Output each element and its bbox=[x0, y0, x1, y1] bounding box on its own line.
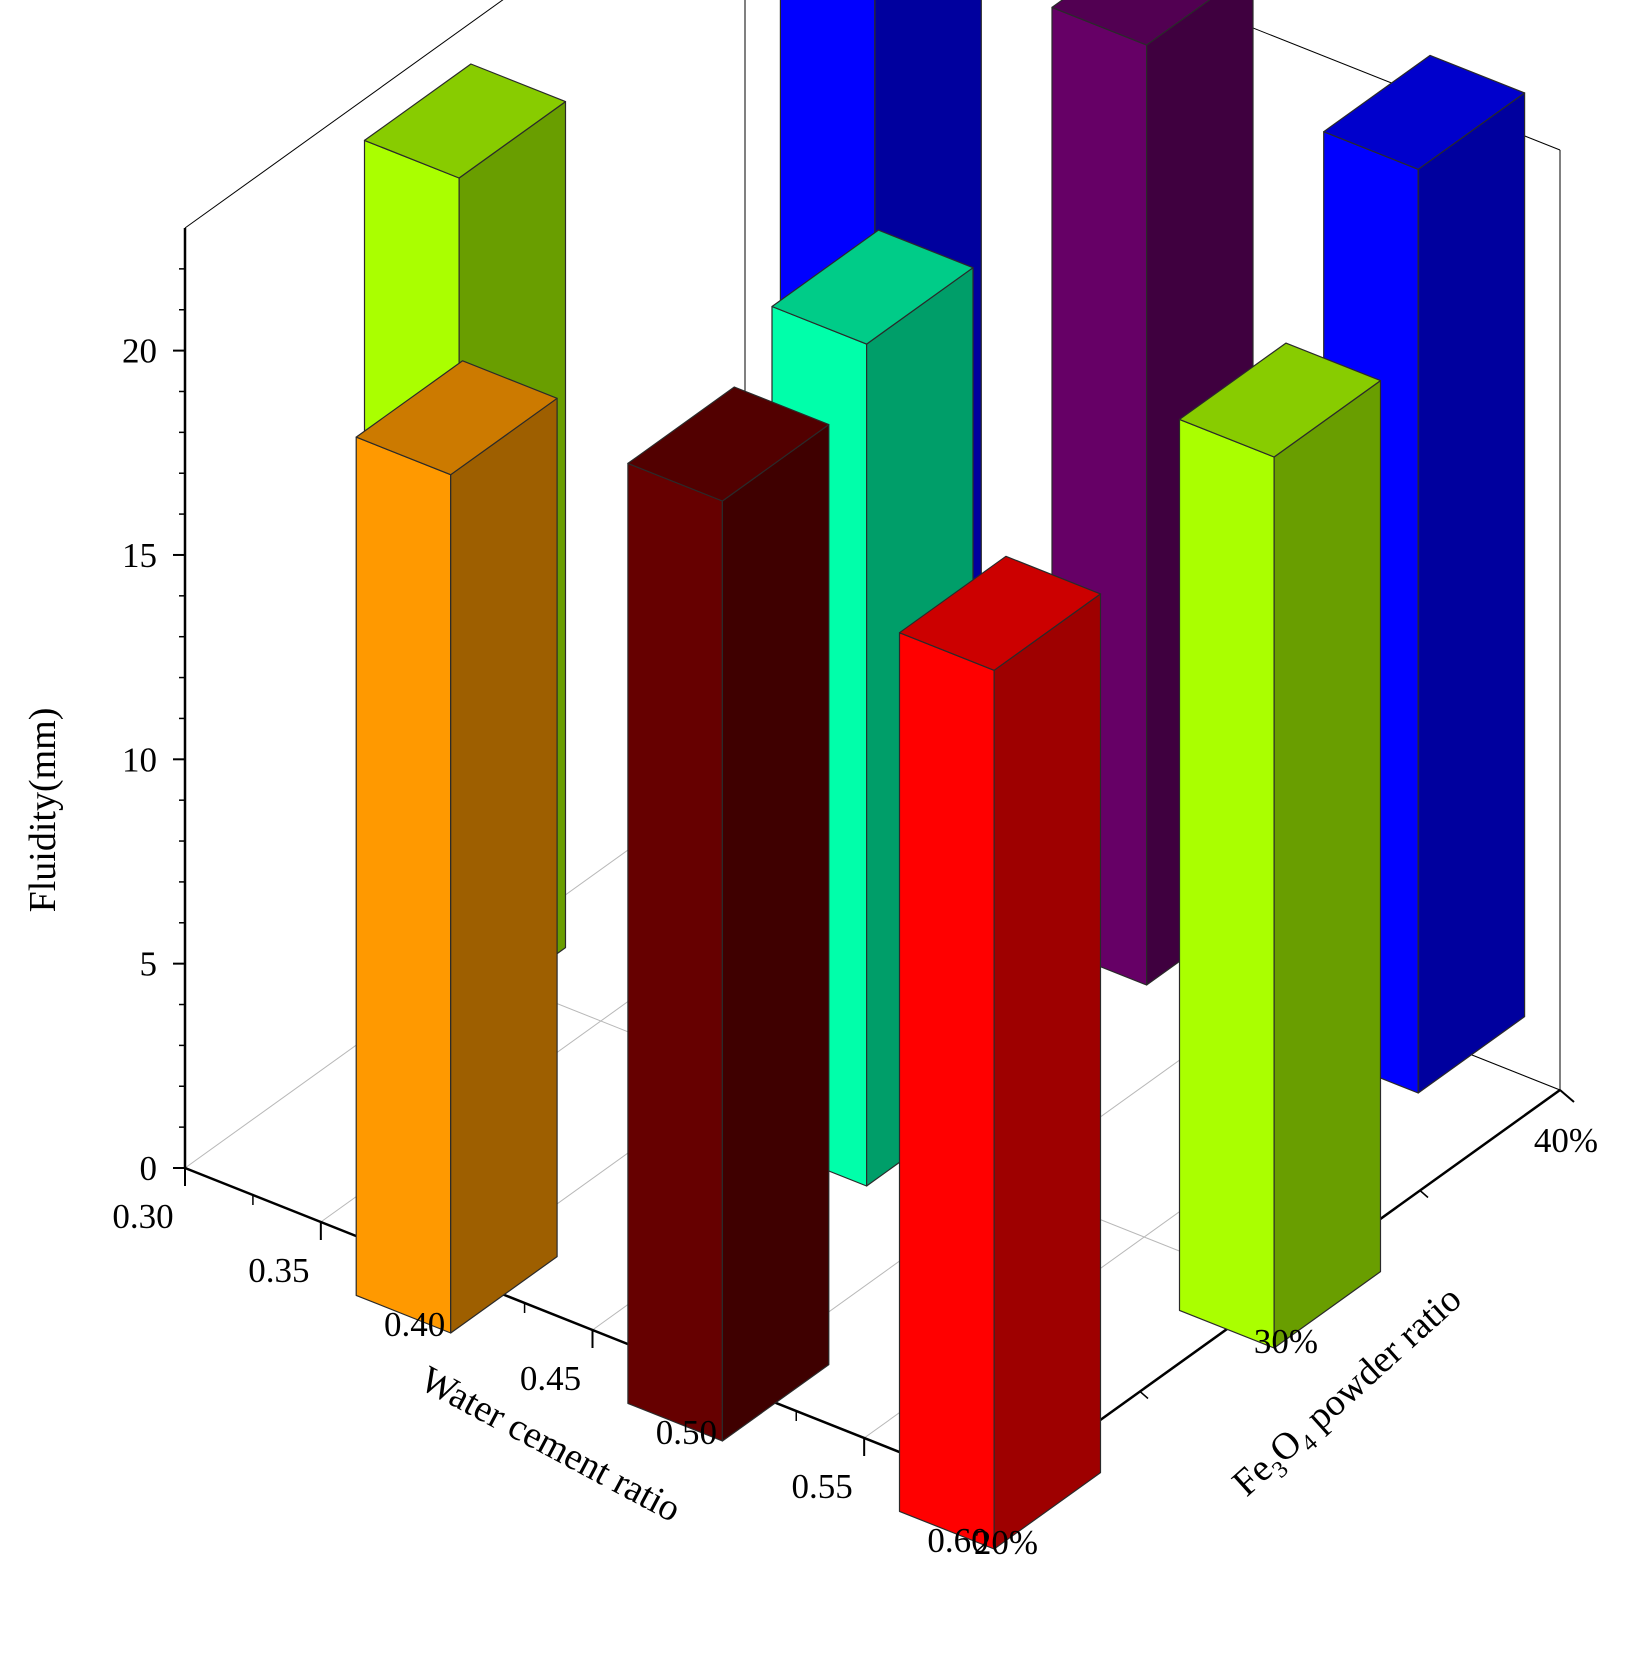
bar-front-face bbox=[1178, 418, 1275, 1349]
z-axis-label: Fluidity(mm) bbox=[22, 708, 64, 913]
bar-top-face bbox=[1323, 54, 1526, 170]
bar-side-face bbox=[1417, 92, 1526, 1094]
bar-top-face bbox=[1178, 342, 1382, 458]
bar-top-face bbox=[771, 229, 974, 345]
bar-side-face bbox=[993, 593, 1102, 1550]
x-tick-label: 0.60 bbox=[927, 1521, 988, 1560]
bar-top-face bbox=[355, 360, 558, 476]
bar bbox=[627, 386, 830, 1442]
z-tick-label: 15 bbox=[122, 536, 157, 575]
bar-front-face bbox=[898, 632, 995, 1550]
y-minor-tick bbox=[1419, 1189, 1429, 1199]
bar-top-face bbox=[1051, 0, 1211, 46]
bar-top-face bbox=[627, 386, 830, 502]
bar-front-face bbox=[355, 436, 452, 1334]
bar-side-face bbox=[721, 424, 830, 1442]
bar-side-face bbox=[1273, 380, 1382, 1349]
bar-top-face bbox=[363, 63, 567, 179]
bar-side-face bbox=[450, 397, 558, 1334]
bar-front-face bbox=[627, 462, 724, 1442]
x-tick-label: 0.30 bbox=[112, 1197, 173, 1236]
bar-top-face bbox=[898, 555, 1102, 671]
x-tick-label: 0.50 bbox=[656, 1413, 717, 1452]
y-tick-label: 20% bbox=[974, 1523, 1038, 1562]
bar bbox=[1178, 342, 1382, 1349]
y-tick-label: 40% bbox=[1534, 1121, 1598, 1160]
bar bbox=[898, 555, 1102, 1550]
y-tick-label: 30% bbox=[1254, 1322, 1318, 1361]
x-tick-label: 0.55 bbox=[792, 1467, 853, 1506]
y-minor-tick bbox=[1139, 1390, 1149, 1400]
z-tick-label: 5 bbox=[140, 945, 158, 984]
x-tick-label: 0.40 bbox=[384, 1305, 445, 1344]
z-tick-label: 10 bbox=[122, 740, 157, 779]
z-tick-label: 0 bbox=[140, 1149, 158, 1188]
bars-layer bbox=[355, 0, 1526, 1550]
z-tick-label: 20 bbox=[122, 332, 157, 371]
y-tick bbox=[1559, 1089, 1575, 1103]
bar bbox=[355, 360, 558, 1334]
x-tick-label: 0.45 bbox=[520, 1359, 581, 1398]
x-tick-label: 0.35 bbox=[248, 1251, 309, 1290]
back-wall-edge bbox=[184, 0, 504, 229]
y-label-pre: Fe bbox=[1224, 1448, 1280, 1505]
